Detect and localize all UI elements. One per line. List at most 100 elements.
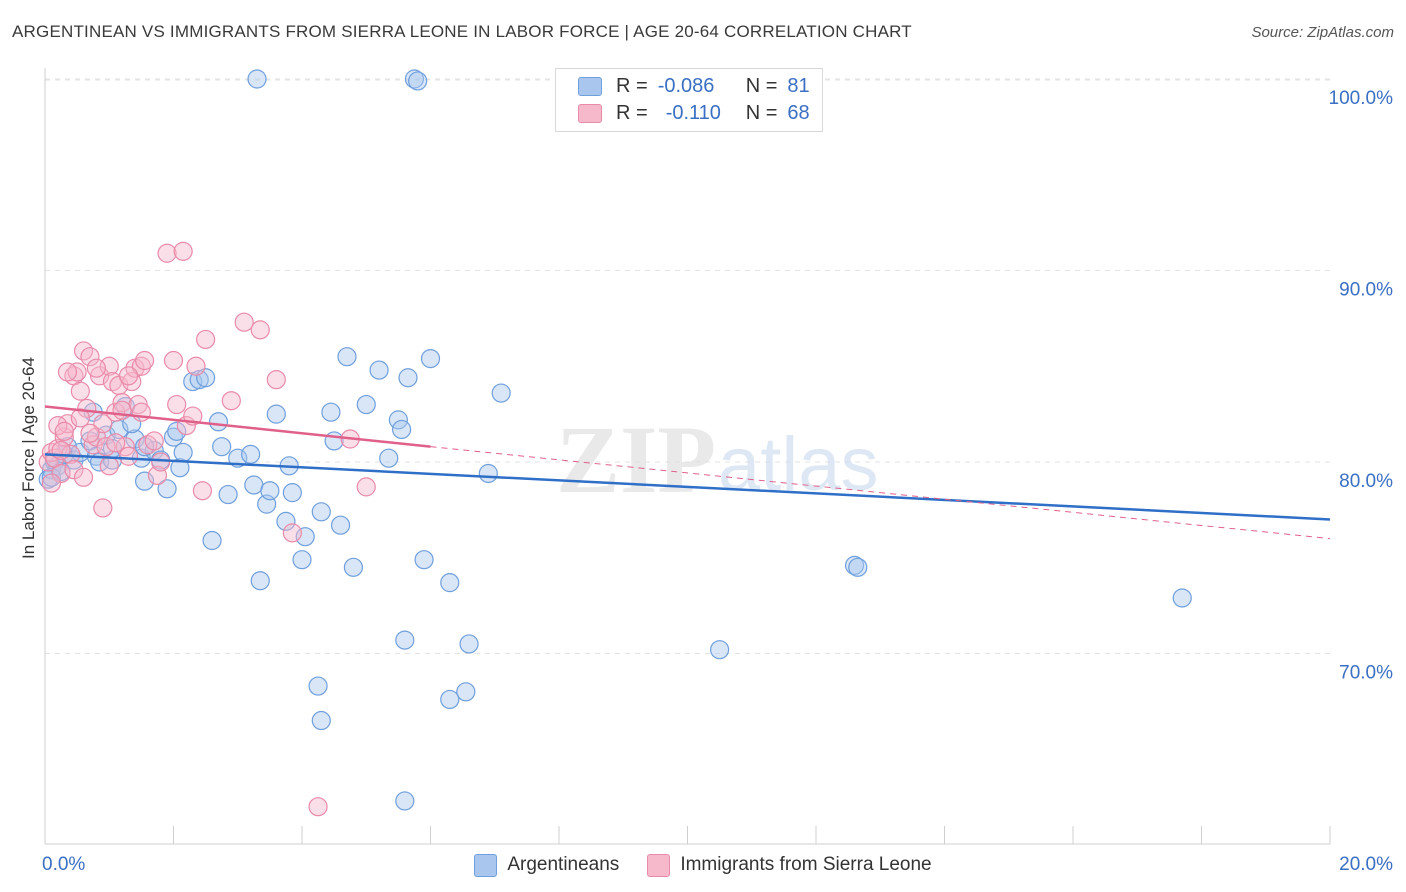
sierra-leone-point [221, 391, 241, 411]
n-value: 81 [787, 74, 810, 97]
sierra-leone-point [151, 452, 171, 472]
sierra-leone-point [96, 437, 116, 457]
sierra-leone-point [80, 423, 100, 443]
argentinean-point [1172, 588, 1192, 608]
argentinean-point [311, 710, 331, 731]
sierra-leone-point [112, 393, 132, 413]
y-tick-label: 90.0% [1339, 280, 1393, 301]
r-value: -0.086 [657, 74, 715, 97]
sierra-leone-point [112, 400, 132, 420]
y-tick-label: 70.0% [1339, 663, 1393, 684]
pink-swatch-icon [578, 103, 602, 123]
argentinean-point [379, 448, 399, 468]
sierra-leone-point [186, 356, 206, 376]
correlation-legend: R = -0.086 N = 81 R = -0.110 N = 68 [555, 68, 823, 132]
argentinean-point [395, 630, 415, 650]
sierra-leone-point [163, 350, 184, 371]
y-tick-label: 80.0% [1339, 471, 1393, 492]
series-legend: Argentineans Immigrants from Sierra Leon… [0, 852, 1406, 878]
argentinean-point [295, 527, 315, 547]
n-value: 68 [787, 101, 810, 124]
argentinean-point [356, 394, 376, 415]
argentinean-point [321, 402, 341, 422]
argentinean-point [324, 431, 344, 451]
sierra-leone-point [93, 414, 113, 434]
sierra-leone-point [173, 241, 193, 261]
sierra-leone-point [99, 456, 119, 476]
argentinean-point [134, 437, 155, 457]
argentinean-point [844, 555, 865, 576]
sierra-leone-point [196, 329, 216, 350]
argentinean-point [276, 511, 296, 531]
argentinean-point [408, 71, 428, 91]
argentinean-point [440, 573, 460, 593]
sierra-leone-trend-extension [430, 446, 1331, 540]
n-label: N = [745, 101, 778, 124]
argentinean-point [848, 557, 868, 577]
argentinean-point [157, 479, 177, 499]
sierra-leone-point [86, 358, 107, 378]
argentinean-point [260, 481, 280, 501]
sierra-leone-point [118, 446, 139, 466]
blue-swatch-icon [578, 76, 602, 96]
sierra-leone-point [131, 356, 151, 376]
legend-row-argentineans: R = -0.086 N = 81 [578, 73, 810, 99]
argentinean-point [311, 502, 331, 522]
argentinean-point [292, 550, 312, 570]
argentinean-point [244, 475, 264, 495]
argentinean-point [41, 467, 62, 487]
argentinean-point [391, 419, 412, 440]
argentinean-point [337, 347, 357, 367]
argentinean-point [241, 444, 261, 464]
argentinean-point [208, 412, 229, 432]
argentinean-point [398, 368, 418, 388]
legend-row-sierra-leone: R = -0.110 N = 68 [578, 100, 810, 126]
argentinean-point [395, 791, 415, 811]
sierra-leone-point [157, 243, 177, 263]
argentinean-point [369, 360, 389, 380]
sierra-leone-point [57, 362, 78, 382]
sierra-leone-point [192, 481, 213, 501]
legend-item-argentineans[interactable]: Argentineans [474, 853, 620, 877]
argentinean-point [330, 515, 351, 535]
argentinean-point [247, 69, 267, 89]
x-tick-label: 20.0% [1339, 854, 1393, 875]
y-axis-label: In Labor Force | Age 20-64 [19, 357, 38, 559]
sierra-leone-point [93, 498, 113, 518]
legend-label: Immigrants from Sierra Leone [680, 854, 932, 875]
sierra-leone-point [54, 421, 74, 441]
sierra-leone-point [144, 431, 164, 451]
sierra-leone-point [70, 381, 90, 401]
sierra-leone-point [73, 467, 94, 487]
sierra-leone-point [131, 402, 151, 422]
legend-item-sierra-leone[interactable]: Immigrants from Sierra Leone [647, 853, 932, 877]
sierra-leone-point [64, 460, 84, 480]
sierra-leone-point [356, 477, 376, 497]
argentinean-point [170, 458, 190, 478]
argentinean-point [202, 530, 222, 551]
sierra-leone-point [167, 394, 187, 415]
r-label: R = [616, 74, 648, 97]
argentinean-point [163, 427, 184, 447]
argentinean-point [212, 437, 232, 457]
argentinean-point [710, 640, 730, 660]
argentinean-point [456, 682, 476, 702]
sierra-leone-point [134, 350, 155, 371]
argentinean-point [420, 348, 441, 369]
sierra-leone-point [106, 433, 126, 453]
argentinean-point [266, 404, 286, 424]
argentinean-trend-line [44, 453, 1331, 521]
legend-label: Argentineans [507, 854, 620, 875]
argentinean-point [308, 676, 328, 696]
argentinean-point [414, 550, 434, 570]
source-label: Source: ZipAtlas.com [1251, 24, 1394, 41]
argentinean-point [167, 421, 187, 441]
r-label: R = [616, 101, 648, 124]
sierra-leone-point [41, 473, 62, 493]
argentinean-point [173, 442, 193, 463]
blue-square-icon [474, 853, 498, 877]
argentinean-point [404, 69, 425, 89]
sierra-leone-point [77, 398, 97, 418]
argentinean-point [282, 483, 302, 503]
